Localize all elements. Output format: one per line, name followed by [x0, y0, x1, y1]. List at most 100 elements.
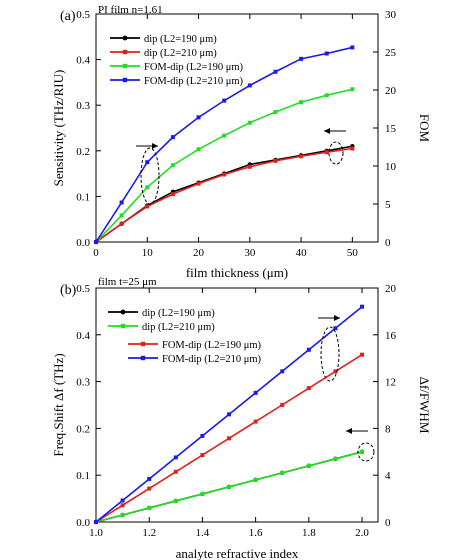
y-tick-label: 0.1: [76, 470, 90, 482]
y2-axis-label: Δf/FWHM: [417, 377, 432, 434]
y2-tick-label: 8: [385, 423, 391, 435]
data-point: [273, 158, 278, 163]
legend-marker: [140, 355, 146, 361]
x-axis-label: film thickness (μm): [186, 265, 288, 280]
series-2: [94, 352, 365, 524]
x-tick-label: 1.6: [249, 527, 263, 539]
dashed-ellipse: [328, 141, 344, 165]
y-tick-label: 0.3: [76, 100, 90, 112]
data-point: [333, 456, 338, 461]
dashed-ellipse: [140, 147, 160, 205]
data-point: [333, 326, 338, 331]
x-tick-label: 0: [93, 247, 99, 259]
data-point: [196, 115, 201, 120]
data-point: [324, 51, 329, 56]
legend-entry: dip (L2=210 μm): [144, 48, 217, 59]
series-3: [94, 304, 365, 524]
data-point: [173, 455, 178, 460]
data-point: [119, 200, 124, 205]
series-3: [94, 45, 355, 244]
y2-tick-label: 0: [385, 237, 391, 249]
y-tick-label: 0.3: [76, 377, 90, 389]
series-line: [95, 147, 353, 243]
x-tick-label: 1.0: [89, 527, 103, 539]
data-point: [306, 463, 311, 468]
data-point: [247, 164, 252, 169]
arrow-head: [346, 428, 352, 434]
data-point: [222, 98, 227, 103]
data-point: [120, 512, 125, 517]
legend-entry: FOM-dip (L2=210 μm): [144, 76, 244, 87]
y2-tick-label: 10: [385, 161, 397, 173]
data-point: [222, 133, 227, 138]
data-point: [280, 470, 285, 475]
x-axis-label: analyte refractive index: [176, 546, 299, 560]
data-point: [145, 160, 150, 165]
film-annotation: film t=25 μm: [98, 276, 157, 288]
plot-frame: [95, 13, 379, 243]
y2-tick-label: 12: [385, 377, 396, 389]
chart-panel-a: 0 10 20 30 40 50 0.0 0.1 0.2 0.3 0.4 0.5 0 5 10 15 20 25 3…: [51, 4, 432, 280]
legend-entry: FOM-dip (L2=210 μm): [162, 354, 262, 365]
legend-marker: [122, 35, 128, 41]
data-point: [170, 163, 175, 168]
data-point: [147, 476, 152, 481]
y-tick-label: 0.5: [76, 283, 90, 295]
x-tick-label: 40: [296, 247, 308, 259]
x-tick-label: 1.8: [302, 527, 316, 539]
data-point: [306, 347, 311, 352]
y-axis-label: Sensitivity (THz/RIU): [51, 70, 66, 187]
data-point: [253, 477, 258, 482]
legend-marker: [120, 309, 126, 315]
y2-tick-label: 0: [385, 517, 391, 529]
y-tick-label: 0.2: [76, 423, 90, 435]
data-point: [173, 469, 178, 474]
y2-tick-label: 16: [385, 330, 397, 342]
y2-tick-label: 20: [385, 283, 397, 295]
y-tick-label: 0.0: [76, 237, 90, 249]
dashed-ellipse: [320, 326, 340, 382]
data-point: [145, 185, 150, 190]
y-tick-label: 0.2: [76, 146, 90, 158]
data-point: [350, 87, 355, 92]
data-point: [273, 110, 278, 115]
data-point: [147, 486, 152, 491]
data-point: [119, 213, 124, 218]
data-point: [94, 240, 98, 244]
data-point: [360, 352, 365, 357]
legend-marker: [122, 77, 128, 83]
y2-tick-label: 5: [385, 199, 391, 211]
y-tick-label: 0.0: [76, 517, 90, 529]
legend-marker: [120, 323, 126, 329]
axis-indicator-arrow: [324, 128, 346, 165]
data-point: [94, 520, 98, 524]
y-tick-label: 0.1: [76, 191, 90, 203]
data-point: [324, 150, 329, 155]
y-tick-label: 0.4: [76, 55, 90, 67]
data-point: [253, 390, 258, 395]
y2-tick-label: 15: [385, 123, 397, 135]
data-point: [360, 449, 365, 454]
data-point: [145, 204, 150, 209]
legend-entry: dip (L2=190 μm): [144, 34, 217, 45]
data-point: [196, 181, 201, 186]
x-tick-label: 1.4: [196, 527, 210, 539]
data-point: [360, 304, 365, 309]
chart-panel-b: 1.0 1.2 1.4 1.6 1.8 2.0 0.0 0.1 0.2 0.3 0.4 0.5 0 4 8 1…: [51, 276, 432, 560]
data-point: [299, 56, 304, 61]
data-point: [173, 498, 178, 503]
data-point: [170, 192, 175, 197]
data-point: [120, 503, 125, 508]
data-point: [227, 412, 232, 417]
data-point: [196, 147, 201, 152]
data-point: [350, 146, 355, 151]
x-tick-label: 2.0: [355, 527, 369, 539]
data-point: [170, 135, 175, 140]
legend-marker: [122, 63, 128, 69]
data-point: [253, 419, 258, 424]
arrow-head: [152, 143, 158, 149]
series-line: [95, 88, 353, 243]
x-tick-label: 20: [193, 247, 205, 259]
series-line: [95, 145, 353, 243]
data-point: [280, 402, 285, 407]
